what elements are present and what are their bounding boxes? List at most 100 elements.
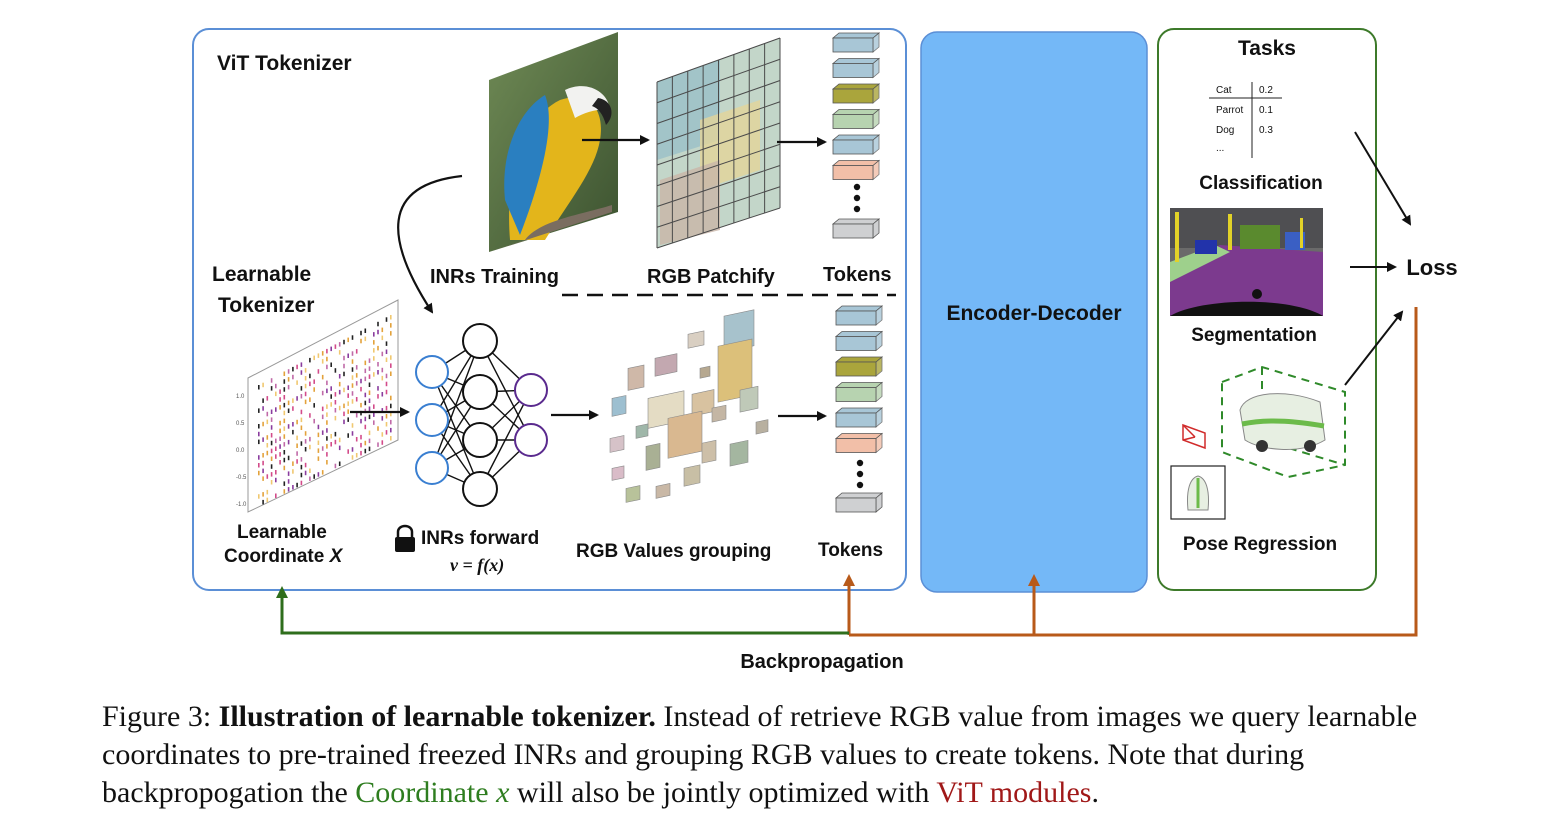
caption-coordinate-var: x	[496, 776, 510, 809]
rgb-patch	[611, 395, 627, 417]
cls-row-0-name: Cat	[1216, 85, 1232, 96]
rgb-values-groups	[609, 309, 769, 503]
tokens-top-label: Tokens	[823, 264, 892, 286]
cls-row-2-score: 0.3	[1259, 125, 1273, 136]
cls-row-2-name: Dog	[1216, 125, 1234, 136]
rgb-patch	[683, 464, 701, 487]
coord-label-1: Learnable	[237, 522, 327, 543]
token-block	[831, 108, 881, 130]
pose-regression-label: Pose Regression	[1183, 534, 1337, 555]
figure-diagram: ViT Tokenizer INRs Training RGB Patchify…	[192, 28, 1458, 673]
curved-arrow-inrs	[397, 174, 463, 314]
patchified-image	[656, 37, 781, 249]
rgb-patch	[755, 419, 769, 435]
inr-network	[415, 323, 548, 507]
token-block	[834, 492, 884, 513]
token-block	[831, 218, 881, 239]
rgb-patch	[611, 465, 625, 481]
rgb-patch	[687, 330, 705, 349]
rgb-patch	[635, 423, 649, 439]
token-block	[834, 407, 884, 428]
rgb-grouping-label: RGB Values grouping	[576, 541, 771, 562]
ellipsis-dot	[856, 481, 864, 489]
caption-bold: Illustration of learnable tokenizer.	[218, 700, 656, 733]
lock-icon	[395, 524, 415, 552]
cls-row-3-name: ...	[1216, 143, 1224, 154]
rgb-patch	[645, 443, 661, 471]
input-node	[415, 451, 449, 485]
cls-row-1-score: 0.1	[1259, 105, 1273, 116]
rgb-patch	[667, 410, 703, 459]
ellipsis-dot	[856, 470, 864, 478]
caption-vit-modules: ViT modules	[936, 776, 1092, 809]
classification-label: Classification	[1199, 173, 1323, 194]
ellipsis-dot	[856, 459, 864, 467]
axis-tick-label: -0.5	[236, 475, 247, 481]
input-node	[415, 355, 449, 389]
input-node	[415, 403, 449, 437]
rgb-patch	[627, 364, 645, 391]
token-block	[831, 134, 881, 155]
caption-coordinate: Coordinate	[355, 776, 497, 809]
tokens-bottom-label: Tokens	[818, 540, 883, 561]
vit-tokenizer-title: ViT Tokenizer	[217, 52, 352, 75]
axis-tick-label: 0.0	[236, 448, 245, 454]
learnable-tokenizer-title-2: Tokenizer	[218, 294, 314, 317]
rgb-patch	[711, 404, 727, 423]
token-block	[834, 381, 884, 403]
rgb-patch	[699, 365, 711, 379]
output-node	[514, 373, 548, 407]
rgb-patch	[609, 435, 625, 453]
ellipsis-dot	[853, 194, 861, 202]
token-block	[831, 159, 881, 181]
hidden-node	[462, 471, 498, 507]
rgb-patch	[691, 389, 715, 417]
coord-label-2: Coordinate X	[224, 546, 344, 567]
axis-tick-label: 1.0	[236, 394, 245, 400]
token-block	[834, 432, 884, 454]
hidden-node	[462, 323, 498, 359]
rgb-patch	[739, 385, 759, 413]
encoder-decoder-label: Encoder-Decoder	[946, 302, 1121, 325]
top-tokens-stack	[831, 32, 881, 239]
arrow-classification-to-loss	[1354, 131, 1412, 226]
vit-tokenizer-box	[192, 28, 907, 591]
rgb-patchify-label: RGB Patchify	[647, 266, 776, 288]
token-block	[831, 57, 881, 79]
cls-row-1-name: Parrot	[1216, 105, 1243, 116]
inrs-formula: v = f(x)	[450, 555, 504, 576]
pose-regression-visual	[1170, 365, 1346, 520]
backprop-orange-path	[843, 307, 1418, 637]
token-block	[834, 356, 884, 377]
parrot-image	[489, 32, 618, 252]
inrs-training-label: INRs Training	[430, 266, 559, 288]
ellipsis-dot	[853, 183, 861, 191]
tasks-box	[1157, 28, 1377, 591]
rgb-patch	[655, 483, 671, 499]
segmentation-image	[1170, 208, 1323, 316]
inrs-forward-label: INRs forward	[421, 528, 539, 549]
figure-caption: Figure 3: Illustration of learnable toke…	[102, 700, 1418, 809]
axis-tick-label: 0.5	[236, 421, 245, 427]
learnable-tokenizer-title-1: Learnable	[212, 263, 311, 286]
token-block	[834, 330, 884, 352]
hidden-node	[462, 422, 498, 458]
output-node	[514, 423, 548, 457]
cls-row-0-score: 0.2	[1259, 85, 1273, 96]
rgb-patch	[625, 485, 641, 503]
tasks-title: Tasks	[1238, 37, 1296, 60]
token-block	[834, 305, 884, 326]
loss-label: Loss	[1406, 255, 1457, 280]
rgb-patch	[654, 353, 678, 377]
backprop-green-path	[276, 586, 849, 635]
segmentation-label: Segmentation	[1191, 325, 1317, 346]
bottom-tokens-stack	[834, 305, 884, 513]
coordinate-scatter-plot: 1.0 0.5 0.0 -0.5 -1.0	[236, 299, 399, 513]
token-block	[831, 83, 881, 104]
hidden-node	[462, 374, 498, 410]
token-block	[831, 32, 881, 53]
rgb-patch	[729, 439, 749, 467]
axis-tick-label: -1.0	[236, 502, 247, 508]
backprop-label: Backpropagation	[740, 651, 903, 673]
classification-table: Cat 0.2 Parrot 0.1 Dog 0.3 ...	[1209, 82, 1282, 158]
